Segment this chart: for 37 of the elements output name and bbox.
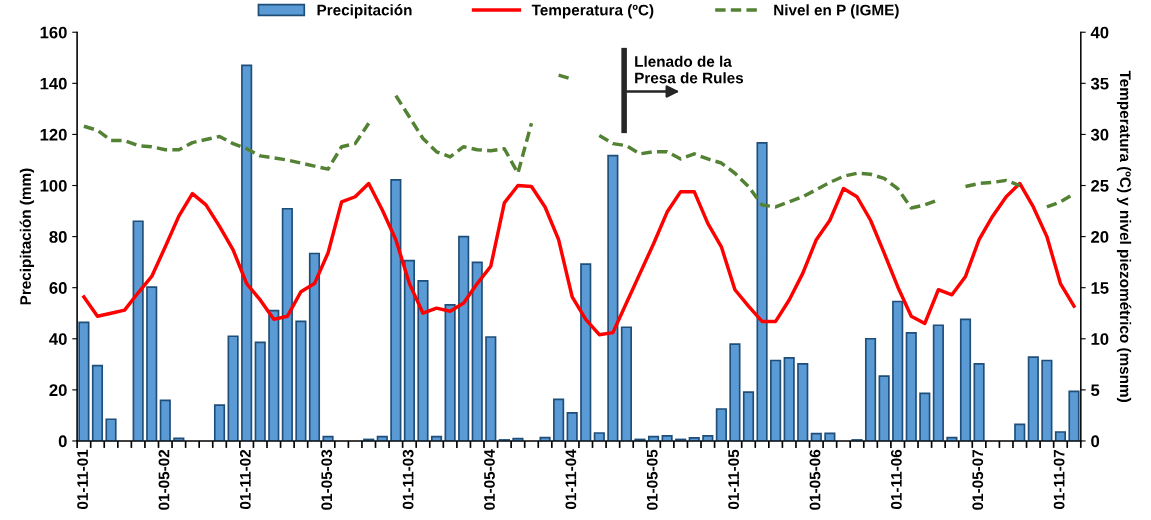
y2-tick-label: 10 xyxy=(1091,333,1109,345)
y-tick-label: 80 xyxy=(49,231,67,243)
y-tick-label: 120 xyxy=(40,128,67,141)
y2-tick-label: 35 xyxy=(1090,77,1109,90)
legend-label: Temperatura (ºC) xyxy=(531,4,654,19)
y-tick-label: 100 xyxy=(40,179,67,192)
x-tick-label: 01-05-06 xyxy=(809,449,821,510)
y2-tick-label: 0 xyxy=(1091,435,1100,448)
x-tick-label: 01-11-07 xyxy=(1053,449,1065,509)
y2-axis-title: Temperatura (ºC) y nivel piezométrico (msnm) xyxy=(1116,70,1132,402)
x-tick-label: 01-05-04 xyxy=(484,449,495,510)
y2-tick-label: 40 xyxy=(1090,26,1109,39)
x-tick-label: 01-05-02 xyxy=(158,449,170,510)
y-tick-label: 20 xyxy=(49,384,67,397)
x-tick-label: 01-05-03 xyxy=(321,449,333,510)
x-tick-label: 01-05-05 xyxy=(646,449,658,510)
legend-label: Nivel en P (IGME) xyxy=(774,4,899,19)
y-tick-label: 60 xyxy=(49,282,67,294)
x-tick-label: 01-11-03 xyxy=(402,449,414,509)
x-tick-label: 01-11-05 xyxy=(728,449,740,509)
x-tick-label: 01-05-07 xyxy=(972,449,984,510)
y-tick-label: 0 xyxy=(58,435,67,448)
y2-tick-label: 5 xyxy=(1091,384,1100,397)
annotation: Llenado de la Presa de Rules xyxy=(635,55,744,84)
x-tick-label: 01-11-04 xyxy=(565,449,577,509)
y-tick-label: 140 xyxy=(40,77,67,90)
x-tick-label: 01-11-06 xyxy=(890,449,902,509)
y-tick-label: 40 xyxy=(49,333,67,345)
x-tick-label: 01-11-02 xyxy=(239,449,251,509)
y2-tick-label: 15 xyxy=(1091,282,1109,294)
y-axis-title: Precipitación (mm) xyxy=(19,168,35,305)
legend-label: Precipitación xyxy=(317,4,412,19)
y-tick-label: 160 xyxy=(40,26,67,39)
y2-tick-label: 25 xyxy=(1091,179,1109,192)
y2-tick-label: 30 xyxy=(1090,128,1109,141)
x-tick-label: 01-11-01 xyxy=(77,449,88,509)
y2-tick-label: 20 xyxy=(1091,231,1109,243)
